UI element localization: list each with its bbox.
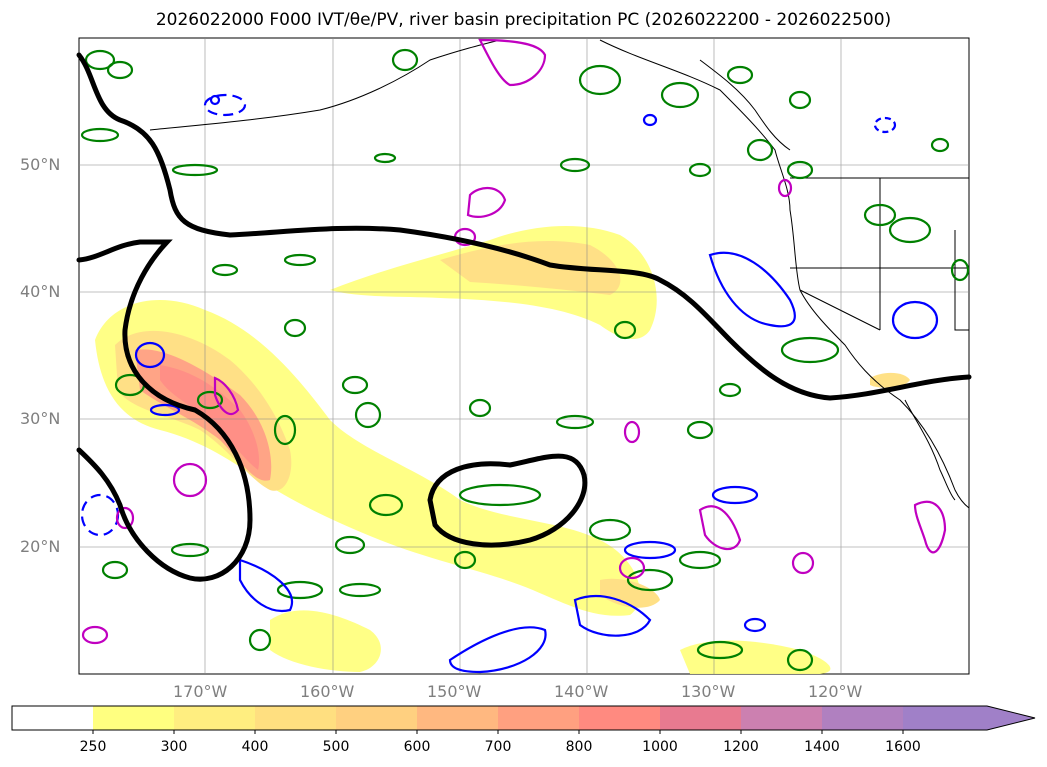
colorbar-label-700: 700 bbox=[484, 739, 512, 755]
theta-e-central-loop bbox=[427, 453, 588, 548]
ivt-shading bbox=[95, 225, 910, 674]
colorbar-label-1200: 1200 bbox=[723, 739, 759, 755]
pv-magenta-east bbox=[698, 505, 742, 551]
pv-magenta-west bbox=[213, 376, 240, 416]
lat-label-40n: 40°N bbox=[20, 282, 61, 301]
baja-coast bbox=[904, 399, 956, 501]
lat-label-20n: 20°N bbox=[20, 537, 61, 556]
pv-blue-coast-contour bbox=[708, 251, 796, 328]
colorbar-label-400: 400 bbox=[241, 739, 269, 755]
colorbar-ticks bbox=[92, 730, 904, 734]
colorbar-label-1400: 1400 bbox=[804, 739, 840, 755]
theta-e-contours bbox=[76, 52, 972, 582]
colorbar-seg-0 bbox=[12, 706, 93, 730]
colorbar-seg-9 bbox=[741, 706, 822, 730]
coastlines bbox=[149, 39, 970, 509]
colorbar-seg-3 bbox=[255, 706, 336, 730]
chart-title: 2026022000 F000 IVT/θe/PV, river basin p… bbox=[155, 10, 892, 30]
pv-blue-south-contour bbox=[238, 558, 293, 613]
pv-blue-se-contour bbox=[573, 595, 652, 637]
pv-magenta-mid bbox=[466, 187, 507, 218]
state-borders bbox=[790, 177, 969, 331]
colorbar-outline bbox=[11, 705, 1036, 731]
colorbar-label-500: 500 bbox=[322, 739, 350, 755]
theta-e-west bbox=[76, 239, 253, 582]
lon-label-170w: 170°W bbox=[173, 682, 228, 701]
aleutians bbox=[149, 39, 501, 131]
gridlines bbox=[79, 38, 969, 674]
pv-magenta-far-east bbox=[913, 500, 947, 554]
colorbar-label-600: 600 bbox=[403, 739, 431, 755]
pv-green-contours bbox=[80, 48, 970, 672]
pv-blue-contours bbox=[80, 93, 939, 674]
colorbar-label-300: 300 bbox=[160, 739, 188, 755]
ivt-east-small bbox=[600, 578, 660, 608]
alaska-panhandle bbox=[699, 59, 791, 151]
ivt-south-blob bbox=[270, 610, 381, 672]
lat-label-50n: 50°N bbox=[20, 155, 61, 174]
lon-label-130w: 130°W bbox=[681, 682, 736, 701]
colorbar-label-250: 250 bbox=[79, 739, 107, 755]
map-panel bbox=[76, 37, 972, 675]
colorbar-seg-7 bbox=[579, 706, 660, 730]
lon-label-150w: 150°W bbox=[427, 682, 482, 701]
colorbar bbox=[11, 705, 1036, 734]
colorbar-extend-arrow bbox=[987, 706, 1035, 730]
colorbar-seg-11 bbox=[903, 706, 987, 730]
colorbar-label-1000: 1000 bbox=[642, 739, 678, 755]
colorbar-seg-1 bbox=[93, 706, 174, 730]
lat-label-30n: 30°N bbox=[20, 409, 61, 428]
ivt-coast-blob bbox=[870, 372, 910, 388]
pv-magenta-north bbox=[478, 38, 547, 87]
na-coast bbox=[599, 39, 970, 509]
lon-label-160w: 160°W bbox=[300, 682, 355, 701]
colorbar-seg-4 bbox=[336, 706, 417, 730]
ivt-southeast-blob bbox=[680, 640, 831, 674]
pv-magenta-contours bbox=[81, 38, 947, 645]
colorbar-seg-6 bbox=[498, 706, 579, 730]
colorbar-label-1600: 1600 bbox=[885, 739, 921, 755]
colorbar-label-800: 800 bbox=[565, 739, 593, 755]
theta-e-north bbox=[76, 52, 972, 401]
colorbar-seg-8 bbox=[660, 706, 741, 730]
colorbar-seg-5 bbox=[417, 706, 498, 730]
colorbar-seg-10 bbox=[822, 706, 903, 730]
lon-label-140w: 140°W bbox=[554, 682, 609, 701]
pv-blue-bottom-contour bbox=[448, 626, 547, 674]
lon-label-120w: 120°W bbox=[808, 682, 863, 701]
colorbar-seg-2 bbox=[174, 706, 255, 730]
ivt-north-band-core bbox=[440, 240, 621, 295]
